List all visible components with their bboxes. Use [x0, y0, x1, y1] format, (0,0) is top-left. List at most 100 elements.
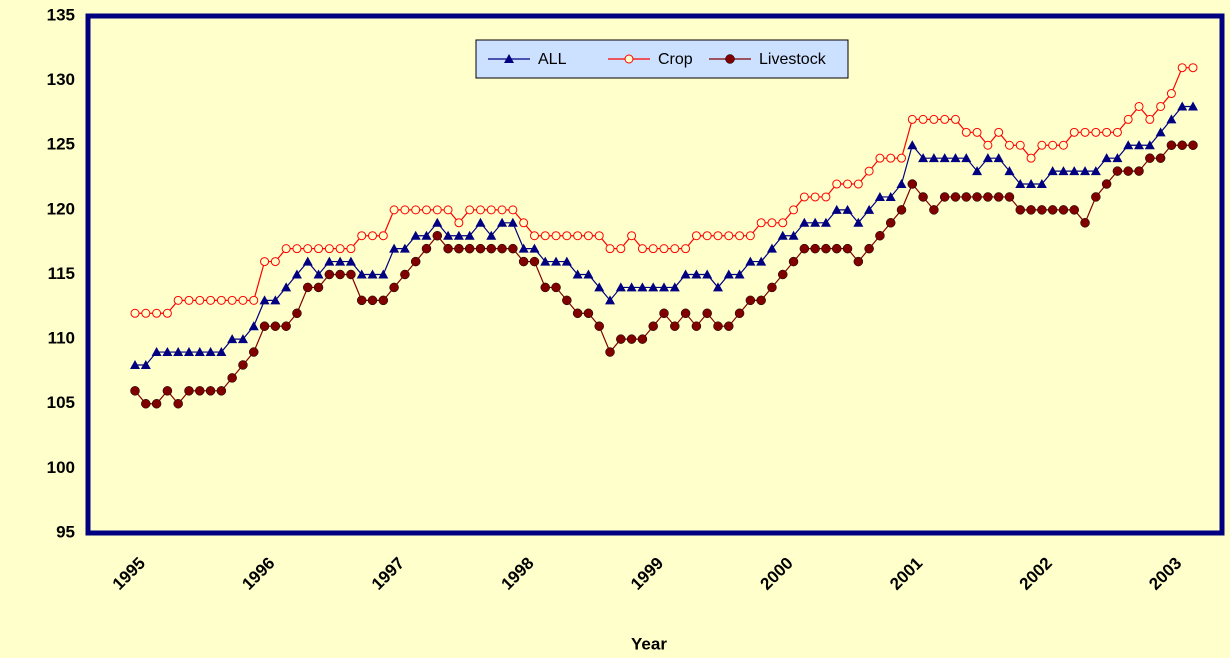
marker [1188, 63, 1198, 73]
marker [1177, 63, 1187, 73]
marker [421, 230, 432, 240]
marker [194, 347, 205, 357]
marker [1188, 140, 1198, 150]
y-tick-label: 95 [56, 522, 75, 541]
marker [400, 205, 410, 215]
marker [529, 256, 540, 267]
marker [508, 205, 518, 215]
legend-label: ALL [538, 51, 567, 68]
marker [939, 192, 950, 202]
marker [637, 244, 647, 254]
marker [950, 114, 960, 124]
marker [605, 244, 615, 254]
marker [356, 269, 367, 279]
marker [281, 244, 291, 254]
marker [464, 243, 475, 254]
marker [184, 295, 194, 305]
marker [1058, 166, 1069, 176]
marker [518, 256, 529, 267]
marker [615, 282, 626, 292]
marker [1123, 114, 1133, 124]
marker [335, 256, 346, 266]
marker [670, 244, 680, 254]
marker [486, 205, 496, 215]
marker [1134, 101, 1144, 111]
marker [734, 269, 745, 279]
marker [303, 244, 313, 254]
marker [367, 295, 378, 306]
marker [637, 334, 648, 344]
y-tick-label: 135 [47, 5, 75, 24]
marker [475, 205, 485, 215]
marker [465, 205, 475, 215]
marker [670, 321, 680, 331]
marker [389, 243, 400, 253]
marker [778, 269, 788, 280]
marker [1058, 205, 1069, 215]
marker [831, 243, 842, 254]
marker [292, 244, 302, 254]
marker [367, 269, 378, 279]
marker [345, 256, 356, 266]
marker [410, 256, 421, 267]
marker [356, 295, 367, 306]
marker [540, 282, 550, 293]
marker [594, 282, 605, 292]
marker [195, 295, 205, 305]
marker [1101, 153, 1112, 163]
legend: ALL Crop Livestock [475, 39, 849, 79]
marker [918, 192, 928, 202]
marker [378, 231, 388, 241]
marker [378, 295, 389, 306]
marker [972, 192, 982, 202]
marker [702, 269, 713, 279]
marker [162, 386, 173, 396]
marker [454, 243, 464, 254]
marker [518, 243, 529, 253]
marker [1047, 205, 1058, 215]
marker [929, 114, 939, 124]
marker [507, 217, 518, 227]
marker [140, 359, 151, 369]
marker [378, 269, 389, 279]
marker [767, 282, 777, 293]
marker [627, 231, 637, 241]
marker [497, 243, 507, 254]
marker [1091, 192, 1101, 202]
marker [443, 243, 453, 254]
marker [475, 243, 486, 254]
marker [712, 282, 723, 292]
marker [853, 217, 864, 227]
marker [497, 217, 508, 227]
marker [1177, 101, 1188, 111]
marker [896, 179, 907, 189]
marker [1188, 101, 1198, 111]
marker [745, 231, 755, 241]
marker [324, 244, 334, 254]
marker [573, 231, 583, 241]
marker [583, 269, 594, 279]
marker [1004, 140, 1014, 150]
marker [702, 231, 712, 241]
marker [1177, 140, 1187, 150]
marker [766, 243, 777, 253]
marker [723, 269, 734, 279]
marker [788, 256, 799, 267]
marker [259, 295, 270, 305]
marker [961, 127, 971, 137]
marker [691, 269, 702, 279]
marker [745, 256, 756, 266]
marker [1015, 140, 1025, 150]
marker [184, 386, 194, 396]
marker [1026, 153, 1036, 163]
marker [950, 153, 961, 163]
marker [799, 217, 810, 227]
marker [183, 347, 194, 357]
marker [1134, 140, 1145, 150]
marker [799, 192, 809, 202]
marker [227, 295, 237, 305]
marker [324, 269, 335, 280]
marker [810, 192, 820, 202]
marker [216, 295, 226, 305]
